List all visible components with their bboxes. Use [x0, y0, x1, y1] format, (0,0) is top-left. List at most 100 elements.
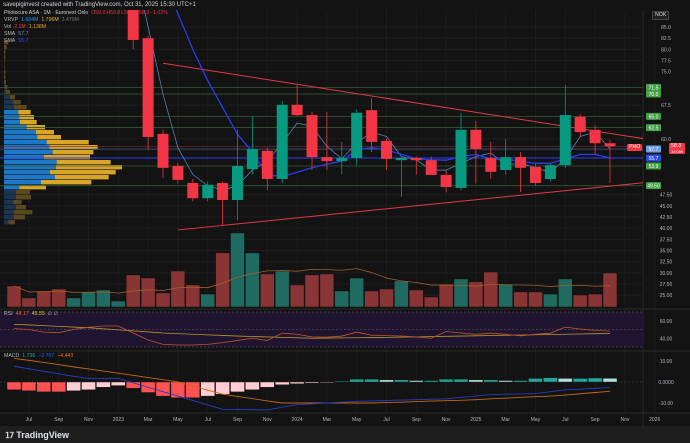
vrvp-legend[interactable]: VRVP 1.684M 1.796M 3.479M: [4, 17, 82, 24]
price-axis-label: 77.5: [661, 59, 671, 65]
macd-label: MACD: [4, 353, 20, 359]
price-axis: [643, 10, 690, 426]
volume-bar: [453, 278, 469, 308]
macd-histogram-bar: [185, 381, 201, 398]
candle-body: [127, 10, 139, 40]
macd-histogram-bar: [334, 381, 349, 383]
volume-profile-up-bar: [4, 115, 20, 120]
volume-profile-down-bar: [4, 50, 6, 55]
volume-profile-down-bar: [4, 45, 7, 50]
macd-legend[interactable]: MACD 1.736 −2.707 −4.443: [4, 353, 76, 360]
candle-body: [321, 157, 333, 162]
vol-label: Vol: [4, 24, 12, 30]
sma-tag: [646, 145, 661, 153]
chart-canvas[interactable]: 71.570.065.062.553.949.5057.755.785.082.…: [0, 0, 690, 426]
signal-value: −4.443: [57, 353, 74, 359]
volume-profile-up-bar: [4, 205, 16, 210]
level-tag: [646, 112, 661, 120]
candle-body: [544, 165, 556, 179]
trendline: [162, 62, 643, 140]
volume-profile-up-bar: [4, 130, 36, 135]
volume-bar: [528, 291, 543, 308]
volume-profile-down-bar: [44, 155, 90, 160]
volume-profile-down-bar: [6, 90, 10, 95]
volume-profile-down-bar: [36, 130, 54, 135]
volume-bar: [334, 290, 350, 308]
volume-bar: [319, 273, 335, 308]
macd-histogram-bar: [602, 378, 618, 383]
macd-signal-line: [13, 357, 611, 404]
time-axis-label: 2026: [649, 417, 660, 423]
level-tag: [646, 124, 661, 132]
sma-tag-label: 57.7: [649, 147, 659, 153]
level-tag: [646, 182, 661, 190]
macd-histogram-bar: [81, 381, 96, 390]
macd-histogram-bar: [394, 379, 409, 383]
volume-bar: [409, 289, 424, 308]
macd-histogram-bar: [424, 380, 439, 383]
volume-legend[interactable]: Vol 2.1M 1.138M: [4, 24, 49, 31]
rsi-line: [13, 325, 611, 346]
low-value: L50.1: [121, 10, 135, 16]
tradingview-logo[interactable]: 𝟣𝟩 TradingView: [5, 430, 70, 440]
volume-bar: [468, 281, 484, 308]
volume-bar: [215, 252, 230, 308]
macd-histogram-bar: [51, 381, 66, 393]
macd-axis-label: 0.0000: [658, 380, 674, 386]
rsi-axis-label: 60.00: [660, 319, 673, 325]
main-pane: [0, 10, 643, 308]
volume-profile-down-bar: [37, 135, 61, 140]
macd-histogram-bar: [96, 381, 111, 388]
volume-profile-up-bar: [4, 175, 55, 180]
volume-profile-up-bar: [4, 160, 57, 165]
sma-fast-legend[interactable]: SMA 57.7: [4, 31, 31, 38]
volume-profile-up-bar: [4, 180, 41, 185]
time-axis-label: Nov: [263, 417, 272, 423]
time-axis-label: 2024: [292, 417, 303, 423]
symbol-price-tag: PHO: [627, 144, 643, 151]
volume-profile-up-bar: [4, 195, 16, 200]
candle-body: [291, 104, 303, 116]
level-tag-label: 65.0: [649, 114, 659, 120]
time-axis-label: May: [352, 417, 362, 423]
volume-profile-up-bar: [4, 145, 50, 150]
volume-bar: [155, 292, 171, 308]
time-axis-label: Sep: [591, 417, 600, 423]
macd-histogram-bar: [513, 380, 528, 383]
sma-tag-label: 55.7: [649, 156, 659, 162]
rsi-legend[interactable]: RSI 48.17 45.55 ∅ ∅: [4, 311, 61, 318]
volume-bar: [245, 252, 260, 308]
volume-bar: [423, 296, 439, 308]
volume-bar: [483, 271, 499, 308]
currency-badge[interactable]: NOK: [652, 11, 670, 20]
rsi-extra: ∅ ∅: [47, 311, 59, 317]
volume-bar: [81, 291, 96, 308]
price-axis-label: 30.00: [660, 271, 673, 277]
rsi-axis-label: 40.00: [660, 336, 673, 342]
level-tag-label: 70.0: [649, 92, 659, 98]
price-axis-label: 35.00: [660, 249, 673, 255]
volume-profile-down-bar: [18, 110, 31, 115]
candle-body: [202, 184, 214, 199]
candle-body: [410, 157, 422, 161]
time-axis-label: Jul: [383, 417, 389, 423]
close-value: C58.3: [135, 10, 150, 16]
price-axis-label: 27.50: [660, 282, 673, 288]
volume-bar: [185, 284, 201, 308]
macd-histogram-bar: [230, 381, 245, 393]
sma-tag: [646, 154, 661, 162]
volume-profile-down-bar: [4, 75, 6, 80]
volume-profile-up-bar: [4, 165, 56, 170]
macd-histogram-bar: [215, 381, 230, 395]
macd-histogram-bar: [289, 381, 305, 384]
sma-slow-legend[interactable]: SMA 55.7: [4, 38, 31, 45]
symbol-title[interactable]: Photocure ASA · 1M · Euronext Oslo: [4, 10, 89, 16]
vrvp-total: 3.479M: [61, 17, 79, 23]
level-tag-label: 71.5: [649, 85, 659, 91]
macd-histogram-bar: [66, 381, 81, 392]
change-value: −1.02%: [150, 10, 168, 16]
volume-bar: [51, 288, 66, 308]
volume-profile-down-bar: [14, 210, 33, 215]
high-value: H59.8: [106, 10, 121, 16]
